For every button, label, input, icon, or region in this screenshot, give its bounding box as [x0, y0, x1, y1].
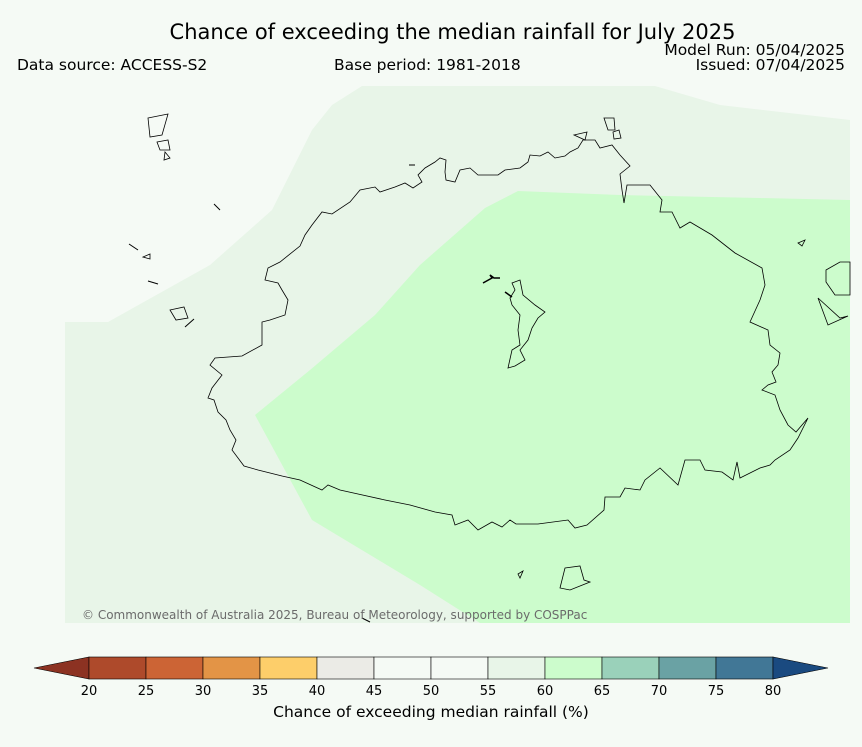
base-period-label: Base period: 1981-2018: [334, 56, 521, 74]
colorbar-tick-35: 35: [252, 684, 269, 698]
small-reefs: [128, 164, 415, 623]
colorbar: 20 25 30 35 40 45 50 55 60 65 70 75 80: [33, 656, 829, 698]
colorbar-tick-65: 65: [594, 684, 611, 698]
coastline-main-island: [207, 139, 809, 531]
colorbar-segment-60-65: [544, 656, 603, 680]
colorbar-tick-20: 20: [81, 684, 98, 698]
model-run-label: Model Run: 05/04/2025: [664, 41, 845, 59]
issued-label: Issued: 07/04/2025: [695, 56, 845, 74]
data-source-label: Data source: ACCESS-S2: [17, 56, 208, 74]
map-title: Chance of exceeding the median rainfall …: [169, 20, 736, 44]
copyright-notice: © Commonwealth of Australia 2025, Bureau…: [82, 608, 588, 622]
colorbar-tick-80: 80: [765, 684, 782, 698]
central-small-feature: [482, 274, 513, 298]
colorbar-under-arrow: [33, 656, 90, 680]
colorbar-segment-55-60: [487, 656, 546, 680]
outer-islands: [141, 113, 851, 591]
colorbar-tick-45: 45: [366, 684, 383, 698]
colorbar-segments: [33, 656, 829, 680]
colorbar-segment-75-80: [715, 656, 774, 680]
colorbar-tick-55: 55: [480, 684, 497, 698]
colorbar-label: Chance of exceeding median rainfall (%): [273, 703, 589, 721]
colorbar-tick-70: 70: [651, 684, 668, 698]
colorbar-tick-50: 50: [423, 684, 440, 698]
colorbar-segment-45-50: [373, 656, 432, 680]
colorbar-over-arrow: [772, 656, 829, 680]
colorbar-segment-70-75: [658, 656, 717, 680]
colorbar-segment-65-70: [601, 656, 660, 680]
colorbar-segment-25-30: [145, 656, 204, 680]
colorbar-segment-35-40: [259, 656, 318, 680]
colorbar-tick-60: 60: [537, 684, 554, 698]
colorbar-tick-25: 25: [138, 684, 155, 698]
colorbar-segment-20-25: [88, 656, 147, 680]
colorbar-segment-40-45: [316, 656, 375, 680]
colorbar-tick-75: 75: [708, 684, 725, 698]
colorbar-tick-40: 40: [309, 684, 326, 698]
region-60-65: [255, 191, 850, 623]
colorbar-ticks: 20 25 30 35 40 45 50 55 60 65 70 75 80: [81, 684, 782, 698]
colorbar-segment-50-55: [430, 656, 489, 680]
central-lake-outline: [507, 279, 546, 369]
colorbar-tick-30: 30: [195, 684, 212, 698]
colorbar-segment-30-35: [202, 656, 261, 680]
rainfall-map: [65, 85, 851, 623]
